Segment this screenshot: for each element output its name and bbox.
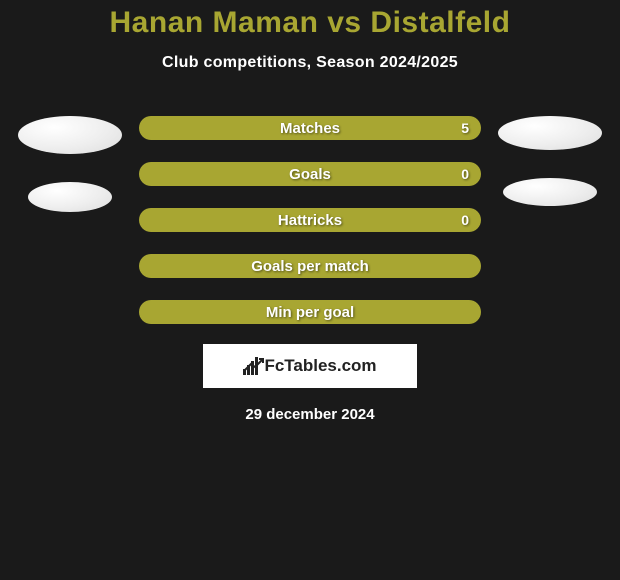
date-text: 29 december 2024 bbox=[245, 406, 374, 423]
stat-bar-goals: Goals 0 bbox=[139, 162, 481, 186]
right-avatar-2 bbox=[503, 178, 597, 206]
bar-label: Min per goal bbox=[266, 304, 354, 321]
left-avatar-2 bbox=[28, 182, 112, 212]
bar-label: Hattricks bbox=[278, 212, 342, 229]
brand-text: FcTables.com bbox=[264, 356, 376, 376]
chart-icon bbox=[243, 357, 258, 375]
bar-value: 5 bbox=[461, 120, 469, 136]
stat-bar-min-per-goal: Min per goal bbox=[139, 300, 481, 324]
left-player-col bbox=[10, 116, 130, 324]
bar-value: 0 bbox=[461, 166, 469, 182]
bar-value: 0 bbox=[461, 212, 469, 228]
comparison-infographic: Hanan Maman vs Distalfeld Club competiti… bbox=[0, 0, 620, 423]
right-player-col bbox=[490, 116, 610, 324]
stat-bar-hattricks: Hattricks 0 bbox=[139, 208, 481, 232]
brand-logo-box: FcTables.com bbox=[203, 344, 417, 388]
main-row: Matches 5 Goals 0 Hattricks 0 Goals per … bbox=[0, 116, 620, 324]
page-subtitle: Club competitions, Season 2024/2025 bbox=[162, 54, 458, 72]
stat-bar-goals-per-match: Goals per match bbox=[139, 254, 481, 278]
stat-bars: Matches 5 Goals 0 Hattricks 0 Goals per … bbox=[139, 116, 481, 324]
right-avatar-1 bbox=[498, 116, 602, 150]
stat-bar-matches: Matches 5 bbox=[139, 116, 481, 140]
bar-label: Goals bbox=[289, 166, 331, 183]
bar-label: Goals per match bbox=[251, 258, 369, 275]
page-title: Hanan Maman vs Distalfeld bbox=[110, 6, 511, 40]
bar-label: Matches bbox=[280, 120, 340, 137]
left-avatar-1 bbox=[18, 116, 122, 154]
